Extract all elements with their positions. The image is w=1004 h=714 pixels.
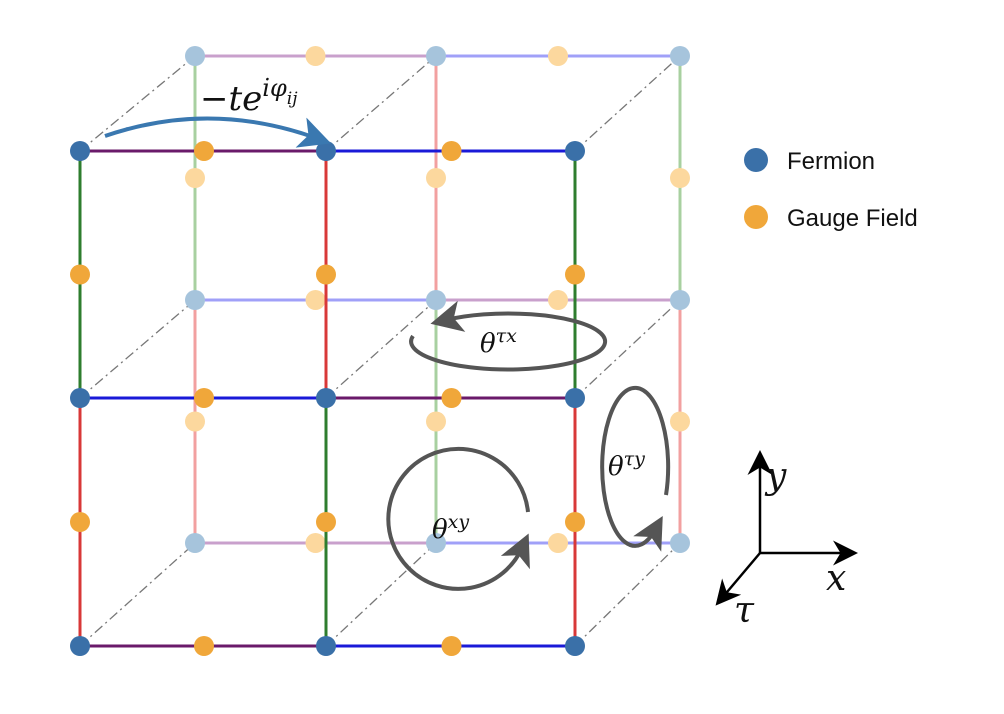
fermion-site [670,290,690,310]
gauge-field-site [185,168,205,188]
fermion-site [316,388,336,408]
gauge-field-site [565,264,585,285]
y-axis-label: y [764,456,787,497]
depth-diagonals [79,55,681,647]
gauge-field-site [316,512,336,532]
fermion-site [426,290,446,310]
gauge-field-site [670,411,690,432]
back-lattice [185,46,690,553]
front-lattice [70,141,585,656]
fermion-site [565,141,585,161]
gauge-field-site [305,290,326,310]
hopping-label: −teiφij [200,74,298,119]
gauge-field-site [441,388,462,408]
gauge-field-site [441,141,462,161]
legend-fermion-dot [744,148,768,172]
legend-gauge-dot [744,205,768,229]
tau-axis-arrow [715,552,761,606]
fermion-site [185,290,205,310]
gauge-field-site [565,512,585,532]
fermion-site [70,141,90,161]
fermion-site [70,636,90,656]
gauge-field-site [316,264,336,285]
gauge-field-site [548,46,568,66]
depth-diagonal [325,299,437,399]
depth-diagonal [574,542,681,647]
gauge-field-site [305,533,326,553]
x-axis-label: x [826,558,846,599]
plaquette-loop-tx-arrow [409,300,608,372]
fermion-site [70,388,90,408]
fermion-site [185,533,205,553]
plaquette-loop-xy-arrow [386,446,530,591]
gauge-field-site [194,388,214,408]
gauge-field-site [194,141,214,161]
depth-diagonal [79,299,196,399]
depth-diagonal [574,299,681,399]
fermion-site [426,533,446,553]
gauge-field-site [441,636,462,656]
gauge-field-site [548,290,568,310]
depth-diagonal [574,55,681,152]
fermion-site [185,46,205,66]
plaquette-loop-ty-arrow [600,385,671,552]
hopping-arrow [104,116,332,148]
gauge-field-site [426,411,446,432]
fermion-site [316,636,336,656]
plaquette-label-tx: θτx [480,325,517,359]
axis-triad: y x τ [715,450,858,631]
fermion-site [565,388,585,408]
depth-diagonal [325,542,437,647]
fermion-site [670,46,690,66]
gauge-field-site [185,411,205,432]
legend-gauge-label: Gauge Field [787,205,918,232]
gauge-field-site [70,512,90,532]
legend-fermion-label: Fermion [787,148,875,175]
gauge-field-site [426,168,446,188]
plaquette-label-ty: θτy [608,448,645,482]
fermion-site [426,46,446,66]
tau-axis-label: τ [734,590,755,631]
plaquette-label-xy: θxy [432,511,469,545]
gauge-field-site [305,46,326,66]
fermion-site [565,636,585,656]
fermion-site [670,533,690,553]
gauge-field-site [194,636,214,656]
gauge-field-site [670,168,690,188]
gauge-field-site [548,533,568,553]
depth-diagonal [79,55,196,152]
gauge-field-site [70,264,90,285]
fermion-site [316,141,336,161]
depth-diagonal [79,542,196,647]
depth-diagonal [325,55,437,152]
